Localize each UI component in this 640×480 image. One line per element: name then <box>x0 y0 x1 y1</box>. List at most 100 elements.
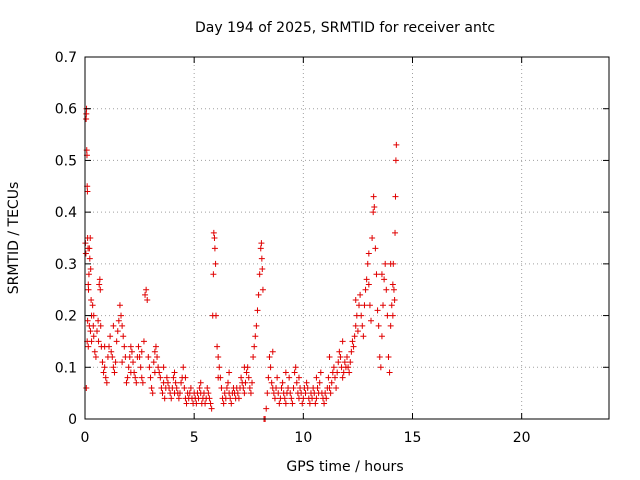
data-point <box>354 328 361 335</box>
data-point <box>334 369 341 376</box>
data-point <box>84 317 91 324</box>
data-point <box>381 276 388 283</box>
data-point <box>171 369 178 376</box>
data-point <box>275 390 282 397</box>
y-tick-labels: 0 0.1 0.2 0.3 0.4 0.5 0.6 0.7 <box>55 50 77 428</box>
data-point <box>274 374 281 381</box>
data-point <box>159 390 166 397</box>
data-point <box>125 364 132 371</box>
data-point <box>101 343 108 350</box>
y-tick-label: 0.4 <box>55 205 77 221</box>
data-point <box>300 395 307 402</box>
data-point <box>372 245 379 252</box>
data-point <box>91 348 98 355</box>
data-point <box>365 281 372 288</box>
data-point <box>390 286 397 293</box>
data-point <box>92 353 99 360</box>
data-point <box>391 297 398 304</box>
x-tick-label: 5 <box>190 430 199 446</box>
data-point <box>147 374 154 381</box>
data-point <box>303 379 310 386</box>
data-point <box>288 395 295 402</box>
data-point <box>352 322 359 329</box>
data-point <box>97 322 104 329</box>
data-point <box>266 353 273 360</box>
data-point <box>273 384 280 391</box>
data-point <box>154 353 161 360</box>
data-point <box>351 333 358 340</box>
data-point <box>380 302 387 309</box>
data-point <box>83 384 90 391</box>
data-point <box>259 286 266 293</box>
data-point <box>82 250 89 257</box>
data-point <box>173 384 180 391</box>
data-point <box>378 271 385 278</box>
data-point <box>286 374 293 381</box>
y-tick-label: 0.1 <box>55 360 77 376</box>
data-point <box>109 353 116 360</box>
data-point <box>220 400 227 407</box>
data-point <box>383 286 390 293</box>
data-point <box>250 353 257 360</box>
data-point <box>389 281 396 288</box>
data-point <box>214 343 221 350</box>
data-point <box>172 379 179 386</box>
data-point <box>371 203 378 210</box>
data-point <box>123 379 130 386</box>
data-point <box>157 374 164 381</box>
data-point <box>151 369 158 376</box>
data-point <box>376 353 383 360</box>
data-point <box>227 395 234 402</box>
data-point <box>182 374 189 381</box>
data-point <box>87 266 94 273</box>
data-point <box>148 384 155 391</box>
data-point <box>164 379 171 386</box>
x-tick-label: 0 <box>81 430 90 446</box>
data-point <box>90 333 97 340</box>
data-point <box>314 384 321 391</box>
data-point <box>387 322 394 329</box>
data-point <box>85 343 92 350</box>
data-point <box>103 379 110 386</box>
data-point <box>349 338 356 345</box>
data-point <box>97 286 104 293</box>
data-point <box>176 390 183 397</box>
data-point <box>196 384 203 391</box>
y-tick-label: 0.6 <box>55 102 77 118</box>
data-point <box>337 353 344 360</box>
data-point <box>130 359 137 366</box>
data-point <box>268 379 275 386</box>
data-point <box>387 260 394 267</box>
data-point <box>313 374 320 381</box>
data-point <box>339 338 346 345</box>
data-point <box>142 291 149 298</box>
data-point <box>205 390 212 397</box>
data-point <box>144 297 151 304</box>
data-point <box>88 297 95 304</box>
data-point <box>85 271 92 278</box>
x-tick-labels: 0 5 10 15 20 <box>81 430 531 446</box>
data-point <box>202 400 209 407</box>
data-point <box>245 374 252 381</box>
data-point <box>139 379 146 386</box>
data-point <box>306 400 313 407</box>
data-point <box>110 322 117 329</box>
data-point <box>226 369 233 376</box>
data-point <box>359 322 366 329</box>
data-point <box>89 302 96 309</box>
data-point <box>193 400 200 407</box>
grid-lines <box>85 57 609 419</box>
data-point <box>271 395 278 402</box>
plot-frame <box>84 56 610 420</box>
data-point <box>312 400 319 407</box>
data-point <box>350 343 357 350</box>
data-point <box>384 312 391 319</box>
data-point <box>83 116 90 123</box>
data-point <box>101 364 108 371</box>
data-point <box>99 359 106 366</box>
data-point <box>285 384 292 391</box>
data-point <box>254 307 261 314</box>
data-point <box>289 400 296 407</box>
data-point <box>116 302 123 309</box>
